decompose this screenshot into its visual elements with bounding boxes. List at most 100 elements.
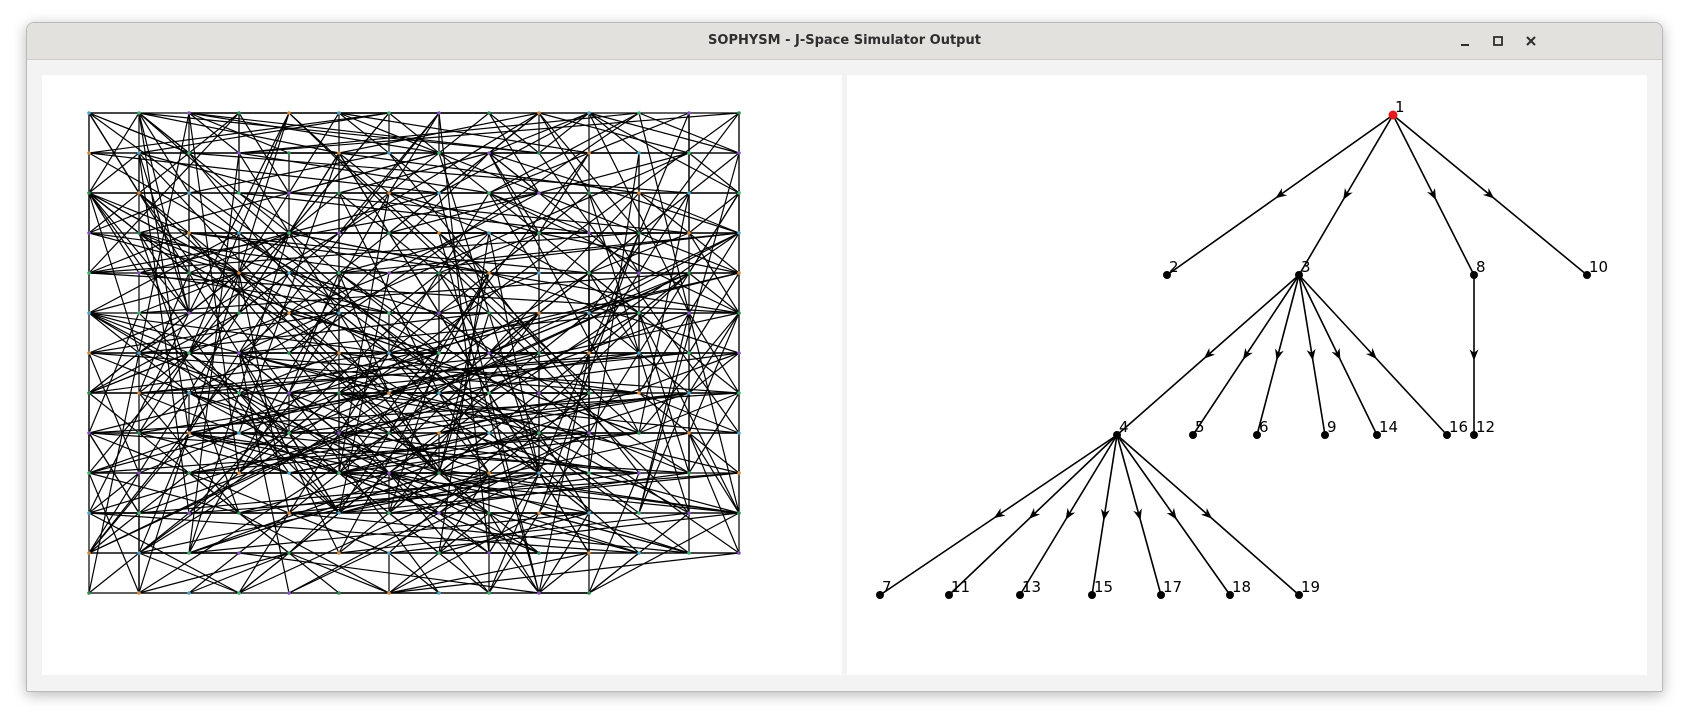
lattice-point [737,311,741,315]
lattice-point [87,551,91,555]
tree-node-label: 10 [1589,258,1608,276]
lattice-edge [188,112,540,154]
lattice-point [537,311,541,315]
lattice-point [637,311,641,315]
tree-node[interactable] [1388,110,1398,120]
lattice-point [337,271,341,275]
lattice-point [137,231,141,235]
lattice-edge [438,432,490,474]
phylogenetic-tree: 12 3 8 104 5 6 9 14 16 127 11 13 15 17 18 19 [876,98,1608,599]
lattice-edge [338,432,640,474]
lattice-point [637,471,641,475]
lattice-point [487,231,491,235]
lattice-point [587,111,591,115]
tree-node-label: 11 [951,578,970,596]
maximize-icon [1493,36,1503,46]
tree-node[interactable] [1189,431,1197,439]
lattice-point [137,591,141,595]
lattice-point [87,511,91,515]
tree-node[interactable] [1470,431,1478,439]
lattice-point [287,191,291,195]
tree-node[interactable] [1113,431,1121,439]
tree-node[interactable] [1583,271,1591,279]
lattice-point [337,151,341,155]
tree-node[interactable] [1295,591,1303,599]
tree-node[interactable] [1163,271,1171,279]
lattice-edge [538,112,690,154]
tree-edge [879,434,1118,596]
tree-node-label: 1 [1395,98,1405,116]
tree-node[interactable] [1253,431,1261,439]
tree-node-label: 6 [1259,418,1269,436]
tree-node[interactable] [1088,591,1096,599]
lattice-point [287,551,291,555]
lattice-point [337,311,341,315]
lattice-edge [688,272,740,354]
lattice-edge [138,232,240,514]
lattice-point [587,391,591,395]
lattice-graph [87,111,741,595]
lattice-point [87,431,91,435]
lattice-point [687,231,691,235]
lattice-edge [338,472,740,514]
tree-node[interactable] [1470,271,1478,279]
lattice-point [287,431,291,435]
minimize-button[interactable] [1455,31,1475,51]
lattice-edge [338,112,590,154]
lattice-edge [588,512,740,594]
lattice-point [287,231,291,235]
lattice-point [87,111,91,115]
lattice-point [337,191,341,195]
tree-edge [1298,274,1378,436]
lattice-edge [338,232,740,274]
close-icon [1526,36,1536,46]
lattice-point [737,111,741,115]
lattice-edge [88,192,140,274]
maximize-button[interactable] [1488,31,1508,51]
lattice-point [587,311,591,315]
lattice-edge [338,192,390,474]
lattice-point [487,191,491,195]
lattice-point [687,391,691,395]
lattice-point [487,551,491,555]
tree-edge [1091,434,1118,596]
tree-node[interactable] [945,591,953,599]
lattice-point [437,111,441,115]
lattice-point [437,591,441,595]
tree-node[interactable] [876,591,884,599]
lattice-edge [338,192,440,394]
title-bar[interactable]: SOPHYSM - J-Space Simulator Output [27,23,1662,60]
lattice-point [187,551,191,555]
tree-node[interactable] [1157,591,1165,599]
lattice-point [287,391,291,395]
tree-node[interactable] [1373,431,1381,439]
tree-node-label: 7 [882,578,892,596]
lattice-panel [42,75,842,675]
lattice-edge [138,552,240,594]
lattice-edge [388,272,740,354]
lattice-point [87,471,91,475]
lattice-point [537,431,541,435]
lattice-point [237,151,241,155]
tree-node[interactable] [1321,431,1329,439]
close-button[interactable] [1521,31,1541,51]
lattice-edge [188,232,490,274]
lattice-point [237,471,241,475]
app-window: SOPHYSM - J-Space Simulator Output [26,22,1663,692]
tree-node[interactable] [1295,271,1303,279]
lattice-edge [288,112,390,234]
lattice-edge [188,152,690,194]
lattice-edge [388,552,740,594]
lattice-point [687,151,691,155]
lattice-point [237,351,241,355]
lattice-point [287,591,291,595]
tree-edge [1392,114,1588,276]
tree-node[interactable] [1443,431,1451,439]
tree-node[interactable] [1016,591,1024,599]
lattice-edge [438,272,540,314]
lattice-edge [538,512,690,554]
lattice-point [587,511,591,515]
tree-node[interactable] [1226,591,1234,599]
lattice-edge [138,312,340,514]
lattice-edge [138,392,190,434]
